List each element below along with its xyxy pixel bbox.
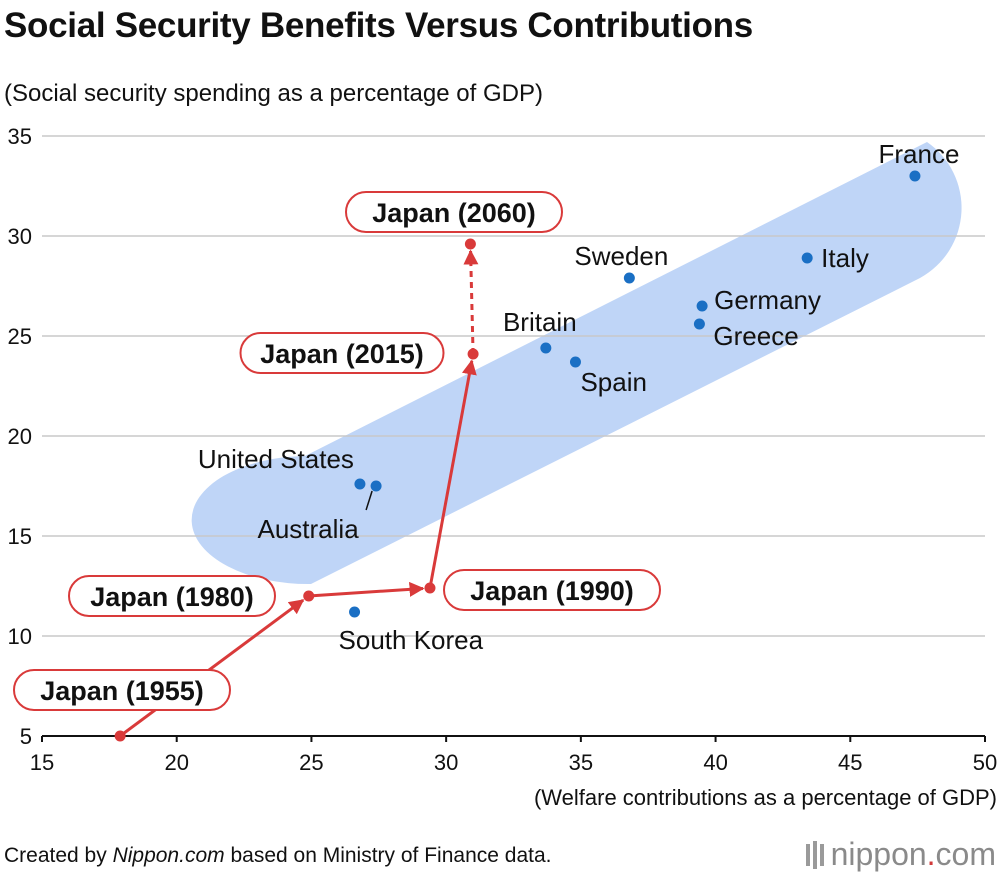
country-point-5 <box>540 342 552 354</box>
japan-label-box-4 <box>345 191 563 233</box>
country-point-6 <box>569 356 581 368</box>
country-point-0 <box>909 170 921 182</box>
nippon-logo-icon <box>805 840 824 869</box>
x-tick-40: 40 <box>703 750 727 775</box>
japan-label-box-0 <box>13 669 231 711</box>
brand-tld: com <box>935 836 996 872</box>
country-label-1: Italy <box>821 243 869 273</box>
y-tick-10: 10 <box>8 624 32 649</box>
x-tick-30: 30 <box>434 750 458 775</box>
y-tick-25: 25 <box>8 324 32 349</box>
country-point-8 <box>370 480 382 492</box>
y-tick-5: 5 <box>20 724 32 749</box>
japan-arrow-0 <box>119 598 305 738</box>
country-point-2 <box>623 272 635 284</box>
nippon-logo: nippon.com <box>805 836 996 873</box>
y-tick-20: 20 <box>8 424 32 449</box>
japan-point-0 <box>114 730 126 742</box>
japan-label-3: Japan (2015) <box>260 339 424 369</box>
brand-dot: . <box>926 836 936 872</box>
japan-label-4: Japan (2060) <box>372 198 536 228</box>
japan-label-1: Japan (1980) <box>90 582 254 612</box>
japan-point-3 <box>467 348 479 360</box>
y-tick-35: 35 <box>8 124 32 149</box>
x-tick-15: 15 <box>30 750 54 775</box>
chart-title: Social Security Benefits Versus Contribu… <box>4 6 753 45</box>
country-point-3 <box>696 300 708 312</box>
country-point-4 <box>693 318 705 330</box>
japan-label-2: Japan (1990) <box>470 576 634 606</box>
x-axis-label: (Welfare contributions as a percentage o… <box>534 785 997 810</box>
y-axis-label: (Social security spending as a percentag… <box>4 80 543 107</box>
country-label-9: South Korea <box>339 625 484 655</box>
country-point-7 <box>354 478 366 490</box>
source-note: Created by Nippon.com based on Ministry … <box>4 844 551 868</box>
y-tick-15: 15 <box>8 524 32 549</box>
x-tick-35: 35 <box>569 750 593 775</box>
country-label-4: Greece <box>713 321 798 351</box>
y-tick-30: 30 <box>8 224 32 249</box>
japan-arrow-3 <box>463 249 479 355</box>
japan-label-0: Japan (1955) <box>40 676 204 706</box>
japan-arrow-1 <box>308 581 425 598</box>
japan-label-box-1 <box>68 575 276 617</box>
country-label-5: Britain <box>503 307 577 337</box>
x-tick-50: 50 <box>973 750 997 775</box>
x-tick-20: 20 <box>164 750 188 775</box>
japan-arrow-2 <box>428 359 477 589</box>
x-tick-25: 25 <box>299 750 323 775</box>
country-point-9 <box>349 606 361 618</box>
country-label-3: Germany <box>714 285 821 315</box>
japan-point-1 <box>303 590 315 602</box>
country-label-6: Spain <box>580 367 647 397</box>
brand-name: nippon <box>830 836 927 872</box>
japan-point-2 <box>424 582 436 594</box>
country-label-0: France <box>878 139 959 169</box>
x-tick-45: 45 <box>838 750 862 775</box>
country-label-8: Australia <box>258 514 360 544</box>
japan-label-box-3 <box>239 332 445 374</box>
source-suffix: based on Ministry of Finance data. <box>224 844 552 867</box>
australia-leader-line <box>365 490 373 511</box>
source-name: Nippon.com <box>112 844 225 867</box>
country-point-1 <box>801 252 813 264</box>
source-prefix: Created by <box>4 844 113 867</box>
japan-label-box-2 <box>443 569 661 611</box>
japan-point-4 <box>464 238 476 250</box>
country-label-7: United States <box>198 444 354 474</box>
country-label-2: Sweden <box>574 241 668 271</box>
